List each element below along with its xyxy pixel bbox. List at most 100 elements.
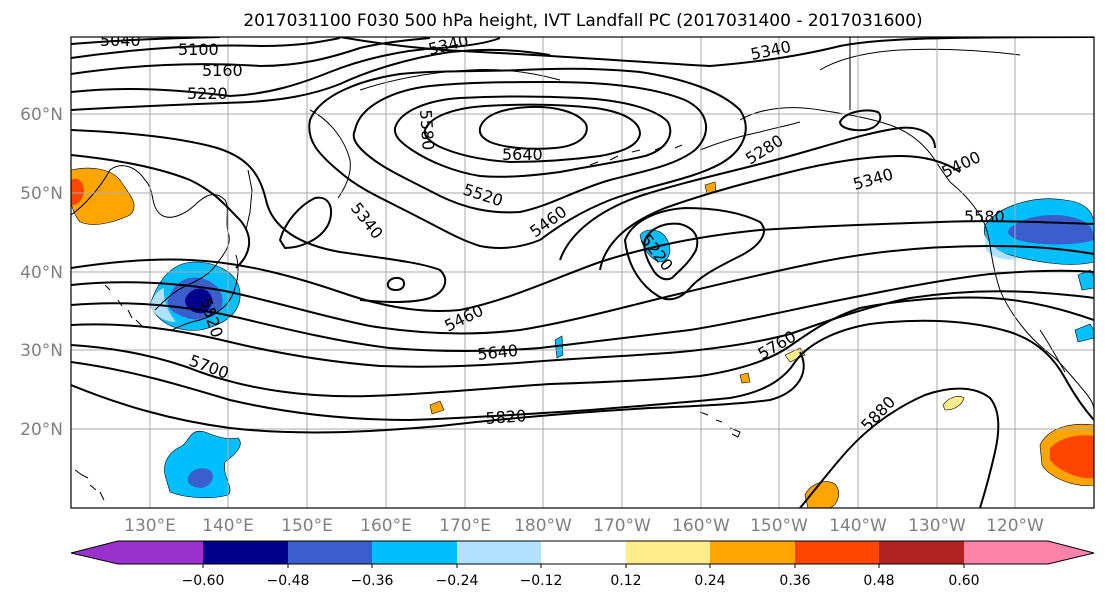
coastline-japan bbox=[171, 254, 239, 331]
contour-label: 5640 bbox=[502, 145, 543, 164]
colorbar-swatch bbox=[372, 541, 457, 564]
lon-label: 150°E bbox=[281, 516, 333, 536]
contour-5100 bbox=[71, 37, 341, 59]
colorbar-tick-label: 0.24 bbox=[694, 573, 725, 589]
colorbar-tick-label: −0.60 bbox=[182, 573, 225, 589]
colorbar: −0.60 −0.48 −0.36 −0.24 −0.12 0.12 0.24 … bbox=[70, 540, 1095, 589]
colorbar-tick-label: 0.60 bbox=[948, 573, 979, 589]
ivt-patch-southeast-core bbox=[1050, 435, 1094, 479]
longitude-labels: 130°E 140°E 150°E 160°E 170°E 180°W 170°… bbox=[124, 516, 1044, 536]
colorbar-outline bbox=[70, 540, 1095, 565]
ivt-patch-westcoast-light bbox=[985, 235, 1020, 260]
lat-label: 60°N bbox=[20, 105, 63, 125]
coastline-alaska-north bbox=[819, 48, 1021, 71]
contour-low-gulf-outer bbox=[559, 126, 936, 261]
coastline-sakhalin bbox=[245, 169, 253, 231]
ivt-patch-small-7 bbox=[942, 396, 965, 411]
contour-high-2 bbox=[352, 80, 708, 214]
colorbar-tick-label: 0.36 bbox=[779, 573, 810, 589]
coastline-baja bbox=[1039, 329, 1066, 373]
colorbar-tick-label: 0.48 bbox=[863, 573, 894, 589]
contour-label: 5580 bbox=[964, 207, 1005, 226]
contour-label: 5640 bbox=[476, 341, 518, 364]
coastline-aleutians bbox=[589, 144, 683, 166]
colorbar-swatch bbox=[626, 541, 710, 564]
contour-5160 bbox=[71, 37, 431, 75]
figure-title: 2017031100 F030 500 hPa height, IVT Land… bbox=[243, 11, 922, 31]
contour-label: 5820 bbox=[485, 406, 527, 428]
colorbar-tick-label: −0.48 bbox=[267, 573, 310, 589]
lat-label: 30°N bbox=[20, 341, 63, 361]
lat-label: 40°N bbox=[20, 263, 63, 283]
height-contours bbox=[71, 37, 1094, 508]
lat-label: 20°N bbox=[20, 420, 63, 440]
ivt-patch-small-3 bbox=[429, 400, 445, 415]
colorbar-swatch bbox=[457, 541, 541, 564]
lon-label: 120°W bbox=[986, 516, 1044, 536]
colorbar-tick-label: −0.24 bbox=[436, 573, 479, 589]
coastlines bbox=[71, 37, 1094, 501]
contour-nw-loop bbox=[278, 196, 333, 250]
lon-label: 150°W bbox=[750, 516, 808, 536]
ivt-patch-northwest-core bbox=[71, 178, 84, 206]
latitude-labels: 60°N 50°N 40°N 30°N 20°N bbox=[20, 105, 63, 440]
coastline-islands-south bbox=[74, 469, 105, 501]
lon-label: 180°W bbox=[514, 516, 572, 536]
contour-5640-mid bbox=[71, 290, 1094, 368]
colorbar-tick-marks bbox=[202, 564, 965, 568]
lon-label: 170°W bbox=[593, 516, 651, 536]
colorbar-swatch bbox=[541, 541, 626, 564]
colorbar-tick-label: −0.12 bbox=[520, 573, 563, 589]
contour-5580-mid bbox=[71, 269, 1094, 352]
contour-label: 5040 bbox=[100, 31, 141, 50]
contour-label: 5580 bbox=[416, 109, 438, 151]
ivt-patch-small-1 bbox=[804, 481, 839, 508]
contour-5760 bbox=[71, 319, 1094, 422]
ivt-patch-small-8 bbox=[554, 335, 564, 359]
contour-5880 bbox=[799, 387, 1000, 508]
contour-low-gulf-3 bbox=[643, 222, 699, 281]
map-frame bbox=[70, 36, 1095, 509]
colorbar-tick-label: 0.12 bbox=[610, 573, 641, 589]
ivt-patch-small-9 bbox=[1074, 323, 1094, 343]
contour-high-4 bbox=[423, 103, 642, 164]
contour-high-5640 bbox=[478, 105, 588, 150]
contour-5280-west bbox=[71, 48, 551, 111]
lon-label: 140°E bbox=[202, 516, 254, 536]
colorbar-swatch bbox=[879, 541, 964, 564]
coastline-alaska-peninsula bbox=[699, 121, 801, 151]
contour-label: 5160 bbox=[202, 61, 243, 80]
contour-5400-west bbox=[71, 154, 251, 269]
contour-label: 5100 bbox=[178, 40, 219, 59]
contour-5340-top bbox=[339, 37, 1094, 68]
coastline-north-america bbox=[949, 181, 1094, 411]
contour-high-outer bbox=[308, 67, 747, 249]
lon-label: 160°W bbox=[672, 516, 730, 536]
colorbar-extend-max bbox=[1048, 541, 1094, 564]
graticule bbox=[71, 37, 1094, 508]
contour-5460-mid bbox=[71, 220, 1094, 313]
contour-5220 bbox=[71, 37, 501, 98]
colorbar-swatch bbox=[203, 541, 288, 564]
colorbar-swatch bbox=[795, 541, 879, 564]
colorbar-swatch bbox=[964, 541, 1048, 564]
colorbar-swatch bbox=[710, 541, 795, 564]
contour-label: 5220 bbox=[187, 84, 228, 103]
lon-label: 170°E bbox=[439, 516, 491, 536]
contour-5520-mid bbox=[71, 244, 1094, 335]
map-panel: 5040 5100 5160 5220 5340 5340 5580 5640 … bbox=[70, 31, 1095, 509]
colorbar-tick-labels: −0.60 −0.48 −0.36 −0.24 −0.12 0.12 0.24 … bbox=[182, 573, 980, 589]
contour-small-cell bbox=[838, 109, 882, 132]
lon-label: 130°W bbox=[908, 516, 966, 536]
colorbar-extend-min bbox=[71, 541, 118, 564]
lon-label: 140°W bbox=[829, 516, 887, 536]
contour-high-3 bbox=[393, 95, 672, 178]
contour-5820 bbox=[71, 351, 805, 434]
contour-low-gulf-1 bbox=[599, 154, 961, 271]
contour-low-gulf-2 bbox=[623, 206, 765, 301]
contour-small-low bbox=[386, 276, 406, 292]
ivt-patch-small-6 bbox=[739, 372, 751, 384]
colorbar-swatches bbox=[71, 541, 1094, 564]
